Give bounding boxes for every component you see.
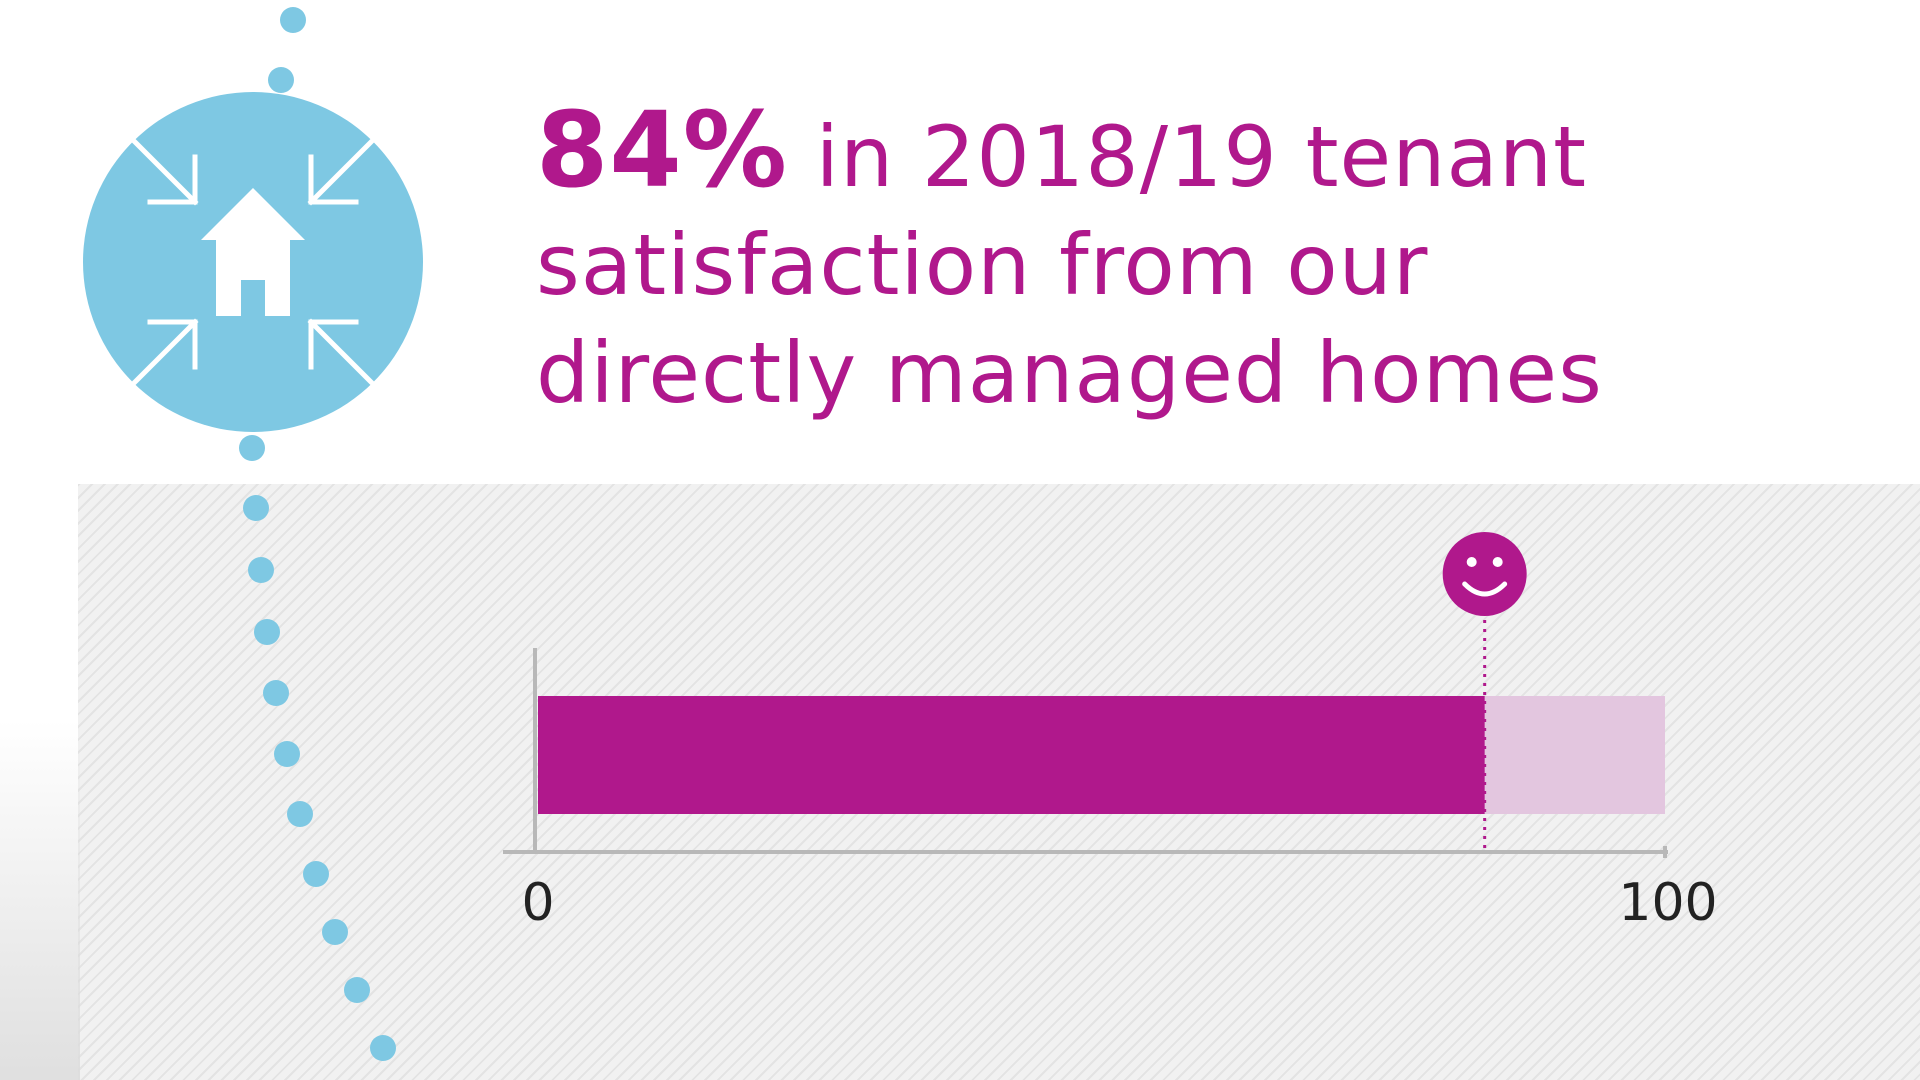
timeline-dot (287, 801, 313, 827)
smiley-face-icon (1442, 532, 1527, 616)
timeline-dot (248, 557, 274, 583)
timeline-dot (239, 435, 265, 461)
x-tick-label-100: 100 (1618, 873, 1717, 933)
house-icon (201, 188, 305, 316)
smiley-left-eye (1466, 557, 1477, 567)
timeline-dot (280, 7, 306, 33)
timeline-dot (254, 619, 280, 645)
timeline-dot (303, 861, 329, 887)
timeline-dot (274, 741, 300, 767)
headline-line-1-rest: in 2018/19 tenant (787, 108, 1588, 206)
headline-line-2: satisfaction from our (536, 216, 1429, 314)
headline-percent: 84% (536, 89, 788, 211)
timeline-dot (322, 919, 348, 945)
timeline-dot (268, 67, 294, 93)
smiley-right-eye (1492, 557, 1503, 567)
smiley-mouth (1462, 581, 1508, 597)
timeline-dot (243, 495, 269, 521)
headline: 84% in 2018/19 tenant satisfaction from … (536, 96, 1776, 427)
headline-line-1: 84% in 2018/19 tenant (536, 96, 1776, 211)
smiley-face (1442, 532, 1527, 616)
x-tick-label-0: 0 (521, 873, 554, 933)
left-shade (0, 720, 80, 1080)
inward-arrows-icon (131, 138, 375, 386)
timeline-dot (370, 1035, 396, 1061)
bar-remainder (1484, 696, 1665, 814)
timeline-dot (263, 680, 289, 706)
bar-value (538, 696, 1485, 814)
headline-line-3: directly managed homes (536, 324, 1603, 422)
timeline-dot (344, 977, 370, 1003)
